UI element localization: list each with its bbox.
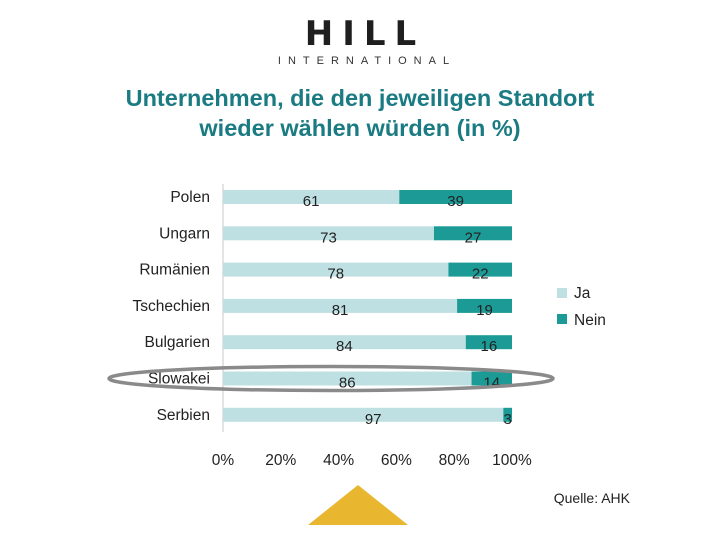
bar-nein-serbien bbox=[503, 407, 512, 422]
bar-nein-polen bbox=[399, 190, 512, 204]
x-tick-label: 20% bbox=[265, 452, 296, 469]
bar-nein-bulgarien bbox=[465, 335, 512, 350]
legend-swatch-nein bbox=[557, 314, 567, 324]
bar-ja-tschechien bbox=[223, 298, 458, 313]
category-label: Bulgarien bbox=[145, 334, 211, 351]
data-label-nein: 16 bbox=[481, 338, 498, 355]
data-label-nein: 27 bbox=[465, 229, 482, 246]
category-label: Polen bbox=[170, 189, 210, 206]
company-logo: HILL INTERNATIONAL bbox=[0, 14, 720, 68]
legend-label-ja: Ja bbox=[574, 285, 591, 302]
data-label-ja: 84 bbox=[336, 338, 353, 355]
category-label: Slowakei bbox=[148, 371, 210, 388]
category-label: Tschechien bbox=[132, 298, 210, 315]
x-tick-label: 100% bbox=[492, 452, 532, 469]
category-label: Serbien bbox=[157, 407, 210, 424]
chart-title: Unternehmen, die den jeweiligen Standort… bbox=[0, 83, 720, 143]
data-label-ja: 78 bbox=[327, 266, 344, 283]
data-label-nein: 19 bbox=[476, 302, 493, 319]
x-tick-label: 80% bbox=[439, 452, 470, 469]
legend-swatch-ja bbox=[557, 288, 567, 298]
bar-ja-rumänien bbox=[223, 262, 449, 277]
bar-nein-rumänien bbox=[448, 262, 512, 277]
category-label: Rumänien bbox=[139, 262, 210, 279]
triangle-shape bbox=[308, 485, 408, 525]
bar-nein-ungarn bbox=[433, 226, 512, 241]
bar-ja-slowakei bbox=[223, 371, 472, 386]
bar-ja-serbien bbox=[223, 407, 504, 422]
data-label-nein: 22 bbox=[472, 266, 489, 283]
bar-nein-slowakei bbox=[471, 371, 512, 386]
data-label-nein: 39 bbox=[447, 193, 464, 210]
logo-wordmark: HILL bbox=[304, 14, 426, 54]
category-label: Ungarn bbox=[159, 225, 210, 242]
bar-ja-polen bbox=[223, 190, 400, 204]
data-label-ja: 97 bbox=[365, 411, 382, 428]
bar-nein-tschechien bbox=[457, 298, 512, 313]
logo-subline: INTERNATIONAL bbox=[277, 55, 457, 67]
data-label-nein: 14 bbox=[483, 375, 500, 392]
highlight-ellipse bbox=[107, 364, 555, 393]
data-label-ja: 61 bbox=[303, 193, 320, 210]
x-tick-label: 60% bbox=[381, 452, 412, 469]
data-label-nein: 3 bbox=[503, 411, 511, 428]
bar-ja-ungarn bbox=[223, 226, 434, 241]
data-label-ja: 81 bbox=[332, 302, 349, 319]
legend-label-nein: Nein bbox=[574, 312, 606, 329]
chart-title-line-1: Unternehmen, die den jeweiligen Standort bbox=[125, 85, 595, 111]
chart-title-line-2: wieder wählen würden (in %) bbox=[199, 115, 521, 141]
data-label-ja: 86 bbox=[339, 375, 356, 392]
x-tick-label: 0% bbox=[212, 452, 235, 469]
x-tick-label: 40% bbox=[323, 452, 354, 469]
bar-ja-bulgarien bbox=[223, 335, 466, 350]
data-label-ja: 73 bbox=[320, 229, 337, 246]
source-note: Quelle: AHK bbox=[553, 490, 630, 506]
